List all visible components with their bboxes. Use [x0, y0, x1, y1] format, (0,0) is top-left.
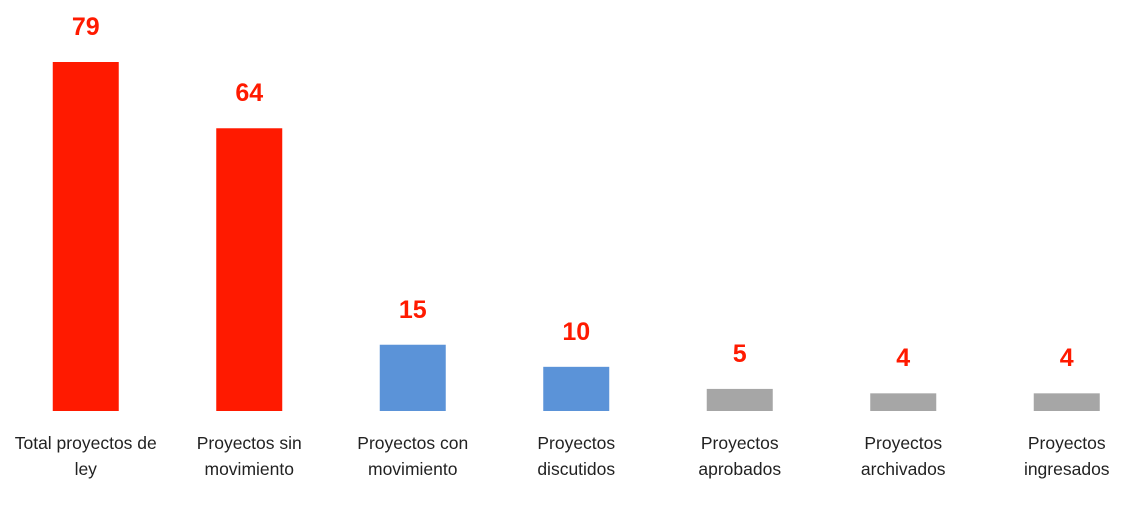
value-label: 4 — [1059, 344, 1074, 373]
category-label: Proyectos con movimiento — [357, 433, 469, 479]
category-label: Proyectos aprobados — [698, 433, 782, 479]
category-label: Proyectos discutidos — [537, 433, 616, 479]
bar — [216, 128, 283, 412]
value-label: 5 — [732, 339, 747, 368]
category-label: Proyectos sin movimiento — [196, 433, 302, 479]
value-label: 15 — [398, 295, 427, 324]
category-label: Total proyectos de ley — [14, 433, 157, 479]
bar — [543, 366, 610, 411]
value-label: 64 — [235, 79, 264, 108]
value-label: 4 — [896, 344, 911, 373]
category-label: Proyectos ingresados — [1023, 433, 1110, 479]
bar — [52, 62, 119, 411]
category-label: Proyectos archivados — [860, 433, 946, 479]
bar — [1033, 393, 1100, 411]
value-label: 10 — [562, 317, 591, 346]
value-label: 79 — [71, 13, 100, 41]
bar — [706, 388, 773, 411]
bar — [870, 393, 937, 411]
bar — [379, 344, 446, 411]
